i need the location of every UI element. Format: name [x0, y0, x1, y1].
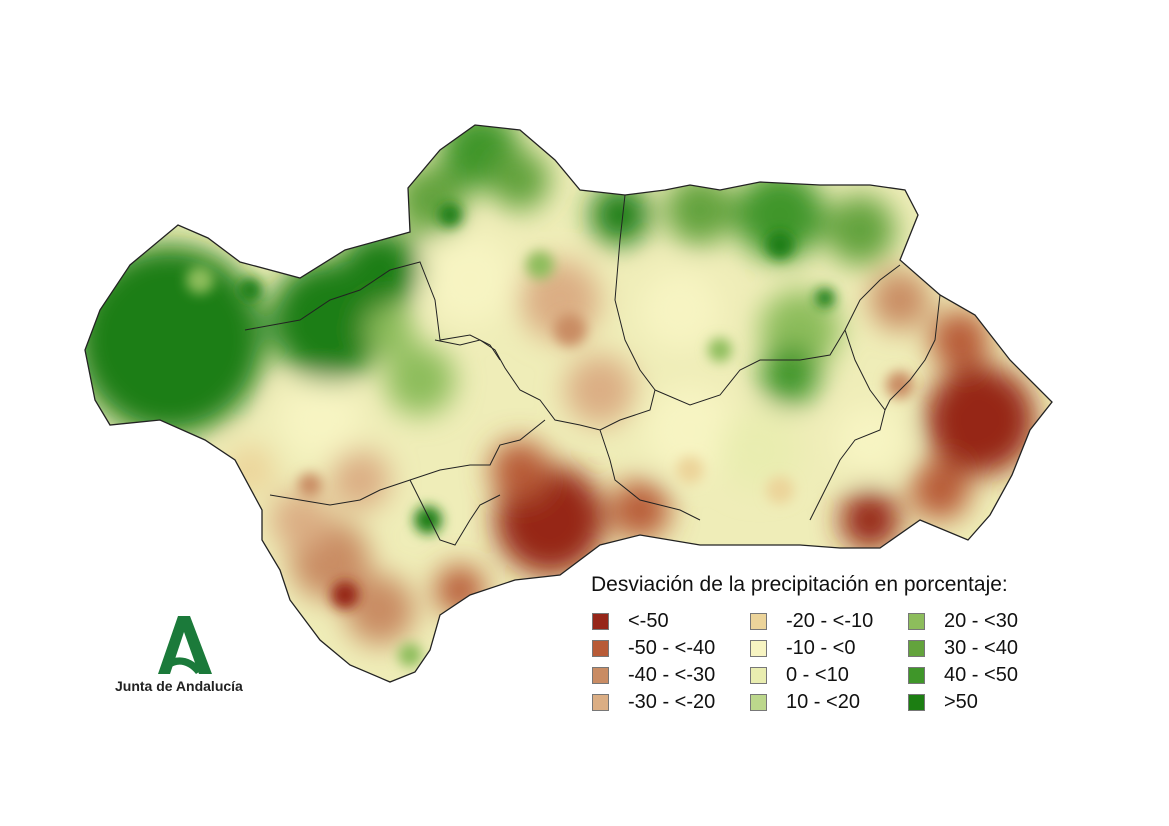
legend-label: <-50	[628, 609, 669, 632]
anomaly-patch	[280, 380, 360, 460]
anomaly-patch	[720, 410, 800, 490]
legend-item: 0 - <10	[750, 664, 849, 686]
legend-title: Desviación de la precipitación en porcen…	[591, 573, 1008, 596]
anomaly-patch	[760, 345, 820, 405]
anomaly-patch	[330, 450, 390, 510]
anomaly-patch	[665, 175, 735, 245]
anomaly-patch	[735, 170, 825, 260]
anomaly-patch	[238, 278, 262, 302]
anomaly-patch	[825, 195, 895, 265]
anomaly-patch	[425, 235, 515, 325]
legend-swatch	[750, 693, 767, 711]
anomaly-patch	[590, 185, 650, 245]
anomaly-patch	[815, 288, 835, 308]
legend-item: -20 - <-10	[750, 610, 873, 632]
legend-item: -40 - <-30	[592, 664, 715, 686]
anomaly-patch	[385, 345, 455, 415]
legend-label: -30 - <-20	[628, 690, 716, 713]
anomaly-patch	[554, 314, 586, 346]
anomaly-patch	[435, 565, 485, 615]
anomaly-patch	[930, 310, 990, 370]
legend-swatch	[592, 612, 609, 630]
anomaly-patch	[610, 480, 670, 540]
anomaly-patch	[438, 203, 462, 227]
legend-label: -40 - <-30	[628, 663, 716, 686]
legend-item: -50 - <-40	[592, 637, 715, 659]
anomaly-patch	[870, 270, 930, 330]
legend-swatch	[592, 666, 609, 684]
legend-label: 20 - <30	[944, 609, 1018, 632]
anomaly-patch	[640, 270, 720, 350]
anomaly-patch	[490, 150, 550, 210]
anomaly-patch	[526, 251, 554, 279]
legend-swatch	[908, 693, 925, 711]
legend-item: 10 - <20	[750, 691, 860, 713]
legend-label: -20 - <-10	[786, 609, 874, 632]
legend-label: 0 - <10	[786, 663, 849, 686]
legend-swatch	[908, 612, 925, 630]
anomaly-patch	[340, 230, 420, 310]
anomaly-patch	[766, 476, 794, 504]
anomaly-patch	[365, 305, 415, 355]
anomaly-patch	[766, 231, 794, 259]
legend-item: -30 - <-20	[592, 691, 715, 713]
anomaly-patch	[398, 643, 422, 667]
legend-swatch	[750, 639, 767, 657]
legend-item: -10 - <0	[750, 637, 855, 659]
anomaly-patch	[490, 440, 550, 500]
legend-swatch	[908, 666, 925, 684]
legend-label: 30 - <40	[944, 636, 1018, 659]
anomaly-patch	[270, 490, 330, 550]
anomaly-patch	[186, 266, 214, 294]
legend-label: >50	[944, 690, 978, 713]
logo-text: Junta de Andalucía	[115, 678, 243, 694]
anomaly-patch	[298, 473, 322, 497]
junta-logo: Junta de Andalucía	[110, 612, 260, 702]
anomaly-patch	[925, 365, 1035, 475]
legend-item: 30 - <40	[908, 637, 1018, 659]
anomaly-patch	[840, 490, 900, 550]
legend-label: -10 - <0	[786, 636, 856, 659]
legend-swatch	[908, 639, 925, 657]
anomaly-patch	[708, 338, 732, 362]
anomaly-patch	[835, 405, 905, 475]
province-borders	[244, 194, 941, 546]
anomaly-patch	[886, 371, 914, 399]
legend-label: 10 - <20	[786, 690, 860, 713]
anomaly-patch	[85, 245, 265, 435]
anomaly-patch	[565, 355, 635, 425]
anomaly-patch	[645, 385, 735, 475]
legend-item: <-50	[592, 610, 669, 632]
legend-label: -50 - <-40	[628, 636, 716, 659]
anomaly-patch	[345, 575, 415, 645]
anomaly-patch	[414, 506, 442, 534]
anomaly-patch	[910, 460, 970, 520]
legend-label: 40 - <50	[944, 663, 1018, 686]
junta-logo-mark-icon	[158, 616, 212, 674]
legend-swatch	[750, 666, 767, 684]
legend-item: >50	[908, 691, 978, 713]
legend-swatch	[592, 639, 609, 657]
legend-swatch	[750, 612, 767, 630]
legend-item: 40 - <50	[908, 664, 1018, 686]
legend-item: 20 - <30	[908, 610, 1018, 632]
legend-swatch	[592, 693, 609, 711]
anomaly-patch	[676, 456, 704, 484]
anomaly-patch	[331, 581, 359, 609]
